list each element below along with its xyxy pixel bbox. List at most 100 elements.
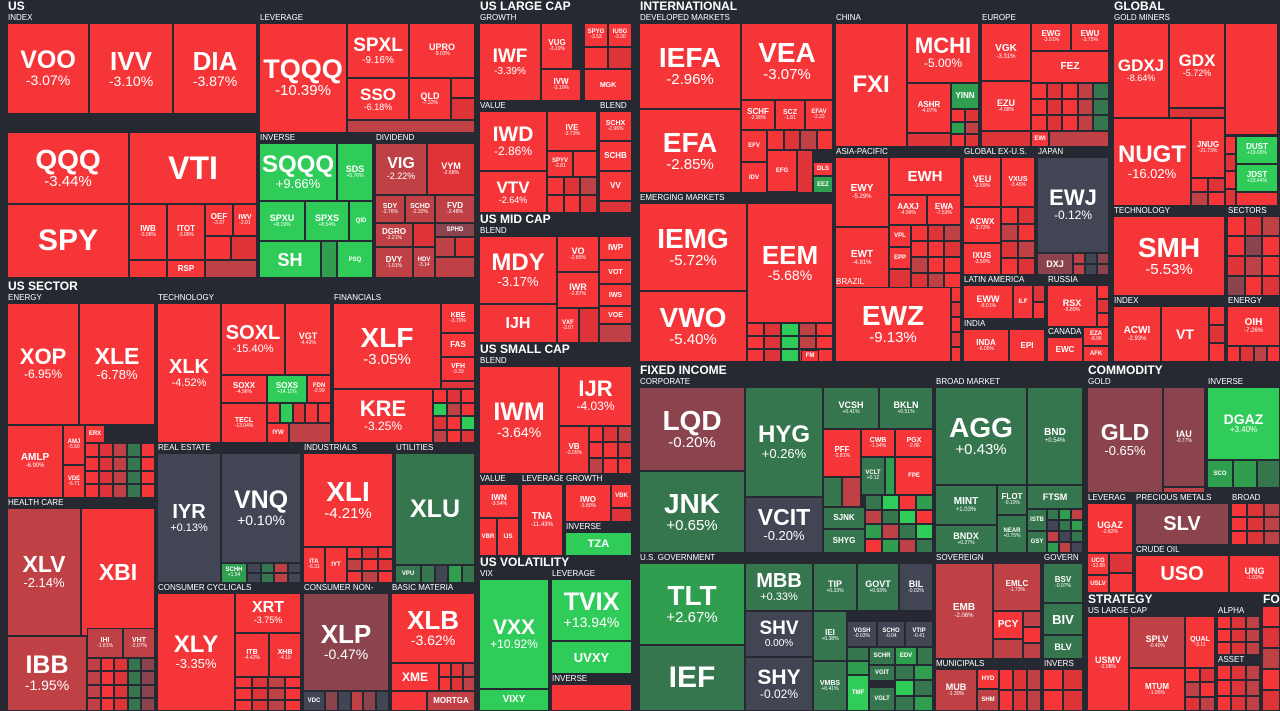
small-tile[interactable] xyxy=(1200,668,1215,683)
small-tile[interactable] xyxy=(999,669,1013,690)
small-tile[interactable] xyxy=(441,381,475,389)
small-tile[interactable] xyxy=(547,195,564,213)
tile-vbk[interactable]: VBK xyxy=(611,484,632,508)
tile-dia[interactable]: DIA -3.87% xyxy=(173,23,257,114)
small-tile[interactable] xyxy=(951,332,961,347)
small-tile[interactable] xyxy=(141,684,155,698)
small-tile[interactable] xyxy=(882,538,899,553)
small-tile[interactable] xyxy=(1262,627,1280,648)
small-tile[interactable] xyxy=(584,47,608,69)
tile-ewu[interactable]: EWU -3.75% xyxy=(1071,23,1109,51)
tile-spyg[interactable]: SPYG -3.53 xyxy=(584,23,608,47)
tile-near[interactable]: NEAR +0.75% xyxy=(997,515,1027,553)
small-tile[interactable] xyxy=(1262,669,1280,690)
small-tile[interactable] xyxy=(362,571,378,583)
small-tile[interactable] xyxy=(347,120,475,133)
small-tile[interactable] xyxy=(127,658,142,672)
small-tile[interactable] xyxy=(114,658,128,672)
tile-yinn[interactable]: YINN xyxy=(951,83,979,109)
small-tile[interactable] xyxy=(944,241,961,257)
small-tile[interactable] xyxy=(113,484,127,498)
small-tile[interactable] xyxy=(899,538,916,553)
small-tile[interactable] xyxy=(1047,542,1059,553)
tile-slv[interactable]: SLV xyxy=(1135,503,1229,545)
small-tile[interactable] xyxy=(1231,616,1246,629)
tile-ijs[interactable]: IJS xyxy=(497,518,519,556)
small-tile[interactable] xyxy=(435,257,475,278)
tile-ung[interactable]: UNG -1.02% xyxy=(1229,555,1280,593)
small-tile[interactable] xyxy=(608,47,632,69)
small-tile[interactable] xyxy=(1245,642,1260,655)
small-tile[interactable] xyxy=(1231,503,1248,517)
tile-qqq[interactable]: QQQ -3.44% xyxy=(7,132,129,204)
small-tile[interactable] xyxy=(1217,665,1232,681)
small-tile[interactable] xyxy=(764,336,782,349)
small-tile[interactable] xyxy=(951,109,965,122)
small-tile[interactable] xyxy=(617,458,632,474)
small-tile[interactable] xyxy=(589,426,604,442)
small-tile[interactable] xyxy=(1023,627,1041,643)
small-tile[interactable] xyxy=(1059,509,1071,520)
small-tile[interactable] xyxy=(114,697,128,711)
small-tile[interactable] xyxy=(377,547,393,559)
small-tile[interactable] xyxy=(463,663,475,677)
small-tile[interactable] xyxy=(882,495,899,510)
tile-mint[interactable]: MINT +1.03% xyxy=(935,485,997,525)
small-tile[interactable] xyxy=(599,324,632,343)
small-tile[interactable] xyxy=(1018,241,1035,258)
small-tile[interactable] xyxy=(1033,302,1045,319)
small-tile[interactable] xyxy=(1231,665,1246,681)
tile-fas[interactable]: FAS xyxy=(441,333,475,357)
small-tile[interactable] xyxy=(447,429,461,443)
small-tile[interactable] xyxy=(1073,253,1085,264)
tile-xle[interactable]: XLE -6.78% xyxy=(79,303,155,425)
small-tile[interactable] xyxy=(347,571,363,583)
tile-spxl[interactable]: SPXL -9.16% xyxy=(347,23,409,78)
small-tile[interactable] xyxy=(1013,669,1027,690)
small-tile[interactable] xyxy=(1031,83,1047,99)
small-tile[interactable] xyxy=(1209,306,1225,325)
small-tile[interactable] xyxy=(1046,99,1063,115)
tile-vde[interactable]: VDE -6.71 xyxy=(63,465,85,498)
tile-vwo[interactable]: VWO -5.40% xyxy=(639,291,747,362)
tile-ihi[interactable]: IHI -1.81% xyxy=(87,628,123,658)
small-tile[interactable] xyxy=(1023,611,1041,627)
small-tile[interactable] xyxy=(1097,285,1109,299)
tile-tza[interactable]: TZA xyxy=(565,532,632,556)
small-tile[interactable] xyxy=(99,484,113,498)
section-title[interactable]: GLOBAL xyxy=(1114,0,1165,13)
small-tile[interactable] xyxy=(129,260,167,278)
section-title[interactable]: US VOLATILITY xyxy=(480,556,570,569)
small-tile[interactable] xyxy=(113,443,127,457)
small-tile[interactable] xyxy=(579,308,599,343)
small-tile[interactable] xyxy=(141,658,155,672)
small-tile[interactable] xyxy=(421,565,435,583)
tile-splv[interactable]: SPLV -0.40% xyxy=(1129,616,1185,668)
tile-sjnk[interactable]: SJNK xyxy=(823,507,865,529)
tile-pff[interactable]: PFF -2.81% xyxy=(823,429,861,477)
small-tile[interactable] xyxy=(321,241,337,278)
tile-smh[interactable]: SMH -5.53% xyxy=(1113,216,1225,296)
tile-vnq[interactable]: VNQ +0.10% xyxy=(221,453,301,563)
small-tile[interactable] xyxy=(1071,509,1083,520)
tile-ftsm[interactable]: FTSM xyxy=(1027,485,1083,509)
tile-ashr[interactable]: ASHR -4.07% xyxy=(907,83,951,133)
small-tile[interactable] xyxy=(1085,253,1097,264)
small-tile[interactable] xyxy=(1231,517,1248,531)
small-tile[interactable] xyxy=(127,484,141,498)
small-tile[interactable] xyxy=(747,349,765,362)
tile-idv[interactable]: IDV xyxy=(741,162,767,193)
small-tile[interactable] xyxy=(914,680,933,696)
small-tile[interactable] xyxy=(1191,178,1208,192)
section-title[interactable]: US SECTOR xyxy=(8,280,78,293)
tile-xlu[interactable]: XLU xyxy=(395,453,475,565)
small-tile[interactable] xyxy=(1262,690,1280,711)
small-tile[interactable] xyxy=(1227,276,1245,296)
tile-eez[interactable]: EEZ xyxy=(813,176,833,193)
small-tile[interactable] xyxy=(87,671,101,685)
small-tile[interactable] xyxy=(580,177,597,195)
small-tile[interactable] xyxy=(951,287,961,302)
tile-nugt[interactable]: NUGT -16.02% xyxy=(1113,118,1191,206)
small-tile[interactable] xyxy=(1001,207,1018,224)
tile-efg[interactable]: EFG xyxy=(767,150,797,192)
